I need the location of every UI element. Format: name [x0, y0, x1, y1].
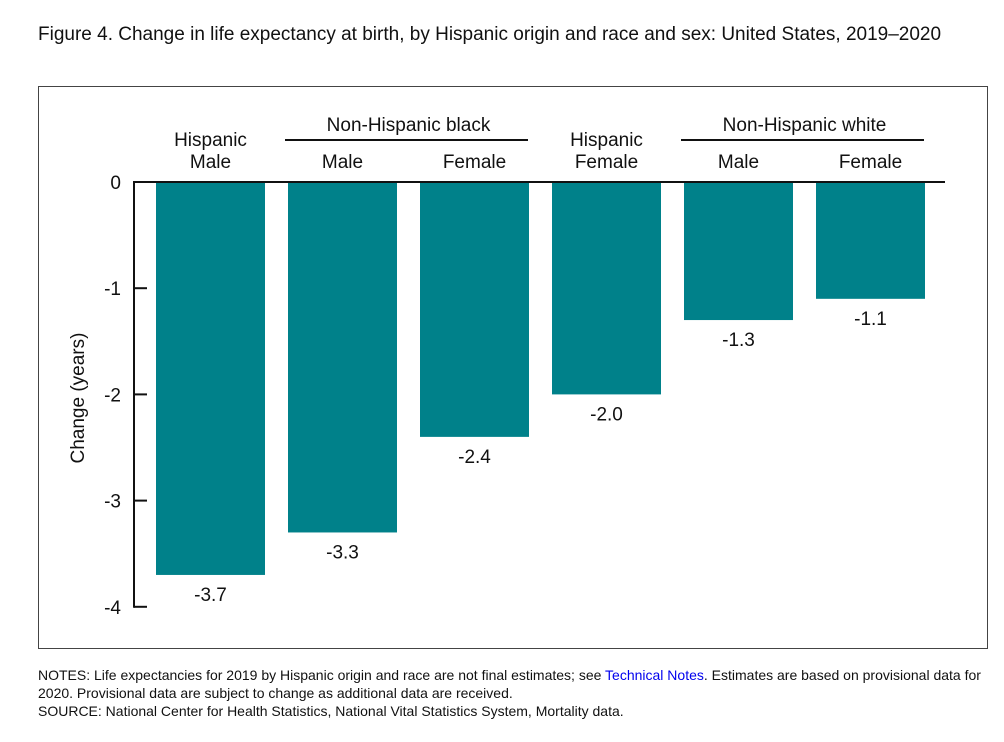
bar [684, 182, 793, 321]
data-label: -3.3 [326, 542, 359, 563]
y-tick-label: -3 [104, 492, 121, 513]
notes: NOTES: Life expectancies for 2019 by His… [38, 666, 988, 720]
y-tick-label: -2 [104, 385, 121, 406]
notes-text: NOTES: Life expectancies for 2019 by His… [38, 667, 606, 683]
category-label: Hispanic [570, 130, 643, 151]
y-axis-label: Change (years) [68, 333, 89, 464]
data-label: -3.7 [194, 585, 227, 606]
bar [552, 182, 661, 395]
data-label: -1.1 [854, 309, 887, 330]
group-label: Non-Hispanic white [723, 115, 887, 136]
group-label: Non-Hispanic black [327, 115, 491, 136]
bar [420, 182, 529, 437]
y-tick-label: -4 [104, 598, 121, 619]
bar [156, 182, 265, 575]
category-label: Male [718, 152, 759, 173]
y-tick-label: 0 [110, 173, 121, 194]
notes-text-2: . Estimates are based on provisional dat… [38, 667, 981, 701]
data-label: -1.3 [722, 330, 755, 351]
chart-title: Figure 4. Change in life expectancy at b… [38, 24, 942, 45]
y-tick-label: -1 [104, 279, 121, 300]
category-label: Male [190, 152, 231, 173]
bar [288, 182, 397, 533]
category-label: Female [839, 152, 902, 173]
category-label: Male [322, 152, 363, 173]
bar [816, 182, 925, 299]
category-label: Female [443, 152, 506, 173]
source-text: SOURCE: National Center for Health Stati… [38, 703, 624, 719]
data-label: -2.0 [590, 404, 623, 425]
technical-notes-link[interactable]: Technical Notes [605, 667, 704, 683]
data-label: -2.4 [458, 447, 491, 468]
chart-frame [38, 86, 988, 649]
category-label: Female [575, 152, 638, 173]
category-label: Hispanic [174, 130, 247, 151]
